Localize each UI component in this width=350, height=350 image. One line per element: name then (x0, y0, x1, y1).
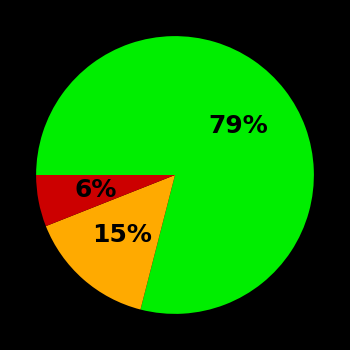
Text: 6%: 6% (75, 178, 117, 202)
Wedge shape (36, 175, 175, 226)
Wedge shape (36, 36, 314, 314)
Wedge shape (46, 175, 175, 309)
Text: 15%: 15% (92, 223, 152, 247)
Text: 79%: 79% (209, 114, 268, 138)
